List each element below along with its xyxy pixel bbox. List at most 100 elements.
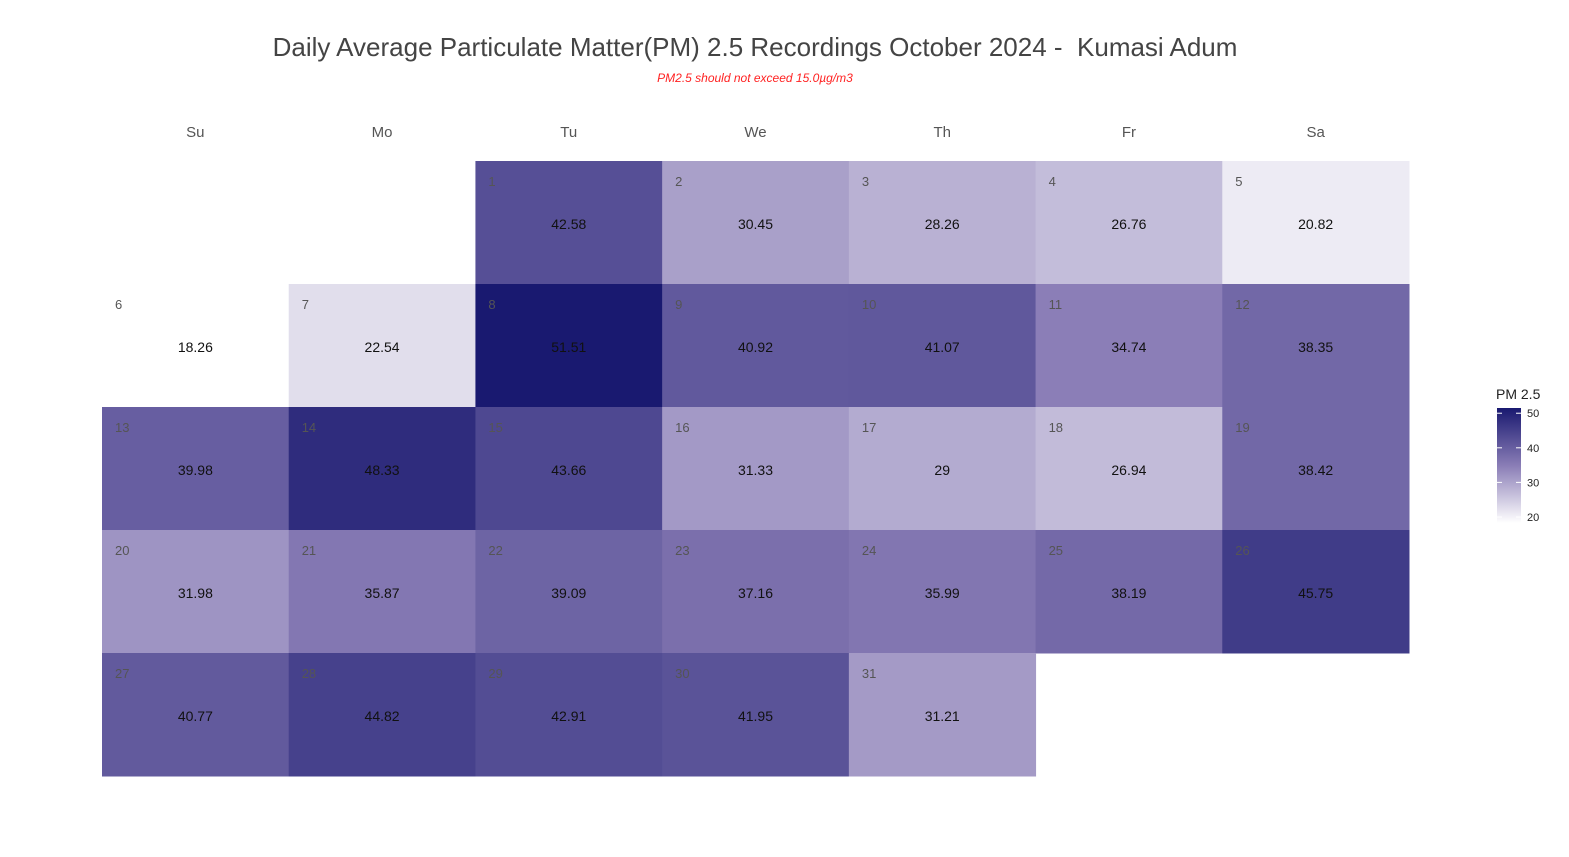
day-number: 8 xyxy=(488,297,495,312)
day-number: 6 xyxy=(115,297,122,312)
day-number: 27 xyxy=(115,666,129,681)
legend-tick-label: 40 xyxy=(1527,443,1539,455)
day-cell: 14 48.33 xyxy=(288,407,476,531)
day-cell-fill xyxy=(288,407,476,531)
day-value-label: 29 xyxy=(934,462,950,478)
day-number: 13 xyxy=(115,420,129,435)
day-number: 3 xyxy=(862,174,869,189)
day-number: 24 xyxy=(862,543,876,558)
day-cell-fill xyxy=(1035,284,1223,408)
day-cell-fill xyxy=(102,284,290,408)
day-cell: 142.58 xyxy=(475,161,663,285)
weekday-header-su: Su xyxy=(186,124,204,141)
legend-ticks: 20 30 40 50 xyxy=(1497,408,1539,524)
day-cell-fill xyxy=(662,284,850,408)
day-cell: 27 40.77 xyxy=(102,653,290,777)
day-cell-fill xyxy=(848,653,1037,777)
legend-tick-label: 20 xyxy=(1527,512,1539,524)
day-cell: 520.82 xyxy=(1222,161,1410,285)
day-value-label: 38.35 xyxy=(1298,339,1333,355)
day-cell-fill xyxy=(1035,407,1223,531)
weekday-header-th: Th xyxy=(933,124,951,141)
day-cell: 24 35.99 xyxy=(848,530,1037,654)
day-cell: 12 38.35 xyxy=(1222,284,1410,408)
day-number: 26 xyxy=(1235,543,1249,558)
day-number: 14 xyxy=(302,420,316,435)
day-value-label: 35.99 xyxy=(925,585,960,601)
day-number: 31 xyxy=(862,666,876,681)
day-cell: 31 31.21 xyxy=(848,653,1037,777)
day-number: 2 xyxy=(675,174,682,189)
day-cell-fill xyxy=(848,161,1037,285)
weekday-headers: Su Mo Tu We Th Fr Sa xyxy=(186,124,1325,141)
day-number: 7 xyxy=(302,297,309,312)
day-number: 12 xyxy=(1235,297,1249,312)
day-cell: 22 39.09 xyxy=(475,530,663,654)
day-number: 20 xyxy=(115,543,129,558)
day-number: 22 xyxy=(488,543,502,558)
day-cell-fill xyxy=(848,407,1037,531)
day-number: 23 xyxy=(675,543,689,558)
day-number: 16 xyxy=(675,420,689,435)
day-cell-fill xyxy=(1222,161,1410,285)
day-cell-fill xyxy=(848,284,1037,408)
day-value-label: 40.77 xyxy=(178,708,213,724)
day-cell-fill xyxy=(662,530,850,654)
day-value-label: 39.09 xyxy=(551,585,586,601)
day-cell-fill xyxy=(1222,530,1410,654)
day-cell: 26 45.75 xyxy=(1222,530,1410,654)
day-value-label: 20.82 xyxy=(1298,216,1333,232)
day-cell-fill xyxy=(475,653,663,777)
day-number: 28 xyxy=(302,666,316,681)
day-number: 30 xyxy=(675,666,689,681)
day-value-label: 44.82 xyxy=(365,708,400,724)
day-cell-fill xyxy=(1035,530,1223,654)
day-value-label: 45.75 xyxy=(1298,585,1333,601)
day-number: 29 xyxy=(488,666,502,681)
day-number: 18 xyxy=(1049,420,1063,435)
day-cell-fill xyxy=(475,530,663,654)
weekday-header-tu: Tu xyxy=(560,124,577,141)
day-cell-fill xyxy=(102,653,290,777)
day-value-label: 31.21 xyxy=(925,708,960,724)
day-cell: 21 35.87 xyxy=(288,530,476,654)
day-cell: 722.54 xyxy=(288,284,476,408)
day-value-label: 51.51 xyxy=(551,339,586,355)
day-value-label: 41.07 xyxy=(925,339,960,355)
chart-title: Daily Average Particulate Matter(PM) 2.5… xyxy=(272,32,1238,62)
day-cell-fill xyxy=(475,161,663,285)
day-cell: 20 31.98 xyxy=(102,530,290,654)
day-value-label: 22.54 xyxy=(365,339,400,355)
day-cell: 851.51 xyxy=(475,284,663,408)
day-number: 21 xyxy=(302,543,316,558)
day-value-label: 40.92 xyxy=(738,339,773,355)
day-cell-fill xyxy=(662,407,850,531)
day-cell: 15 43.66 xyxy=(475,407,663,531)
chart-subtitle: PM2.5 should not exceed 15.0µg/m3 xyxy=(657,71,853,85)
day-cell: 19 38.42 xyxy=(1222,407,1410,531)
day-cell-fill xyxy=(1222,407,1410,531)
day-number: 19 xyxy=(1235,420,1249,435)
day-cell-fill xyxy=(662,653,850,777)
day-number: 1 xyxy=(488,174,495,189)
day-number: 25 xyxy=(1049,543,1063,558)
day-value-label: 28.26 xyxy=(925,216,960,232)
day-value-label: 48.33 xyxy=(365,462,400,478)
legend-title: PM 2.5 xyxy=(1496,386,1541,402)
day-cell: 29 42.91 xyxy=(475,653,663,777)
day-value-label: 42.58 xyxy=(551,216,586,232)
day-cell-fill xyxy=(288,284,476,408)
day-number: 11 xyxy=(1049,297,1063,312)
day-cell-fill xyxy=(848,530,1037,654)
day-cell-fill xyxy=(662,161,850,285)
day-cell-fill xyxy=(288,530,476,654)
calendar-cells: 142.58230.45328.26426.76520.82618.26722.… xyxy=(102,161,1410,777)
day-cell-fill xyxy=(475,284,663,408)
weekday-header-sa: Sa xyxy=(1306,124,1325,141)
color-legend: 20 30 40 50 xyxy=(1497,408,1539,524)
day-number: 17 xyxy=(862,420,876,435)
day-cell: 23 37.16 xyxy=(662,530,850,654)
day-value-label: 18.26 xyxy=(178,339,213,355)
